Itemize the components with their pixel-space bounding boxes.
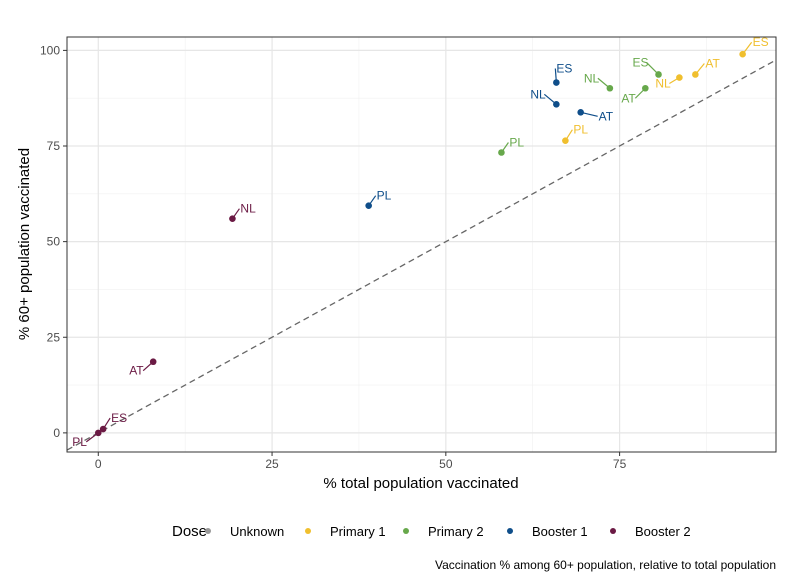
data-point-label: NL [240,202,256,216]
series-booster-2: NL AT ES PL [72,202,256,449]
legend-swatch [610,528,616,534]
data-point [553,101,560,108]
data-point-label: ES [111,411,127,425]
series-booster-1: ES NL AT PL [365,62,614,209]
data-point-label: NL [584,71,600,85]
x-tick-label: 75 [613,457,627,471]
data-point [655,71,662,78]
data-point [229,215,236,222]
data-point [642,84,649,92]
x-tick-label: 25 [265,457,279,471]
legend: Dose Unknown Primary 1 Primary 2 Booster 1 Bo… [172,523,691,540]
y-tick-label: 25 [47,330,61,344]
plot-panel [67,37,776,452]
data-point [94,429,102,437]
data-point [577,109,584,116]
y-tick-label: 100 [40,43,60,57]
data-point-label: PL [377,189,392,203]
data-point-label: ES [556,62,572,76]
x-axis-label: % total population vaccinated [323,475,518,492]
data-point [365,202,372,209]
data-point [498,149,505,156]
data-point-label: PL [509,136,524,150]
data-point-label: AT [705,56,720,70]
caption: Vaccination % among 60+ population, rela… [435,558,776,572]
y-tick-label: 75 [47,139,61,153]
data-point [606,84,614,92]
data-point [692,71,699,78]
data-point-label: PL [72,435,87,449]
y-tick-label: 0 [53,426,60,440]
legend-swatch [403,528,409,534]
legend-label: Booster 1 [532,524,588,539]
data-point-label: AT [599,109,614,123]
reference-line-y-equals-x [66,59,777,451]
y-axis-label: % 60+ population vaccinated [16,148,33,340]
data-point-label: NL [530,87,546,101]
x-tick-label: 50 [439,457,453,471]
data-point-label: ES [753,35,769,49]
series-primary-1: ES AT NL PL [562,35,769,144]
data-point [149,358,157,366]
legend-label: Primary 1 [330,524,386,539]
legend-swatch [305,528,311,534]
legend-label: Primary 2 [428,524,484,539]
legend-swatch [507,528,513,534]
legend-swatch [205,528,211,534]
legend-title: Dose [172,523,207,540]
plot-border [66,36,777,453]
data-point [739,50,746,58]
data-point [99,425,107,433]
x-tick-label: 0 [95,457,102,471]
data-point-label: NL [655,77,671,91]
y-tick-label: 50 [47,235,61,249]
data-point-label: AT [129,364,144,378]
data-point-label: PL [573,123,588,137]
data-point-label: AT [621,91,636,105]
series-primary-2: ES NL AT PL [498,55,662,156]
data-point [553,79,560,86]
data-point [562,137,569,144]
legend-label: Booster 2 [635,524,691,539]
legend-label: Unknown [230,524,284,539]
data-point [676,74,683,81]
data-point-label: ES [633,55,649,69]
